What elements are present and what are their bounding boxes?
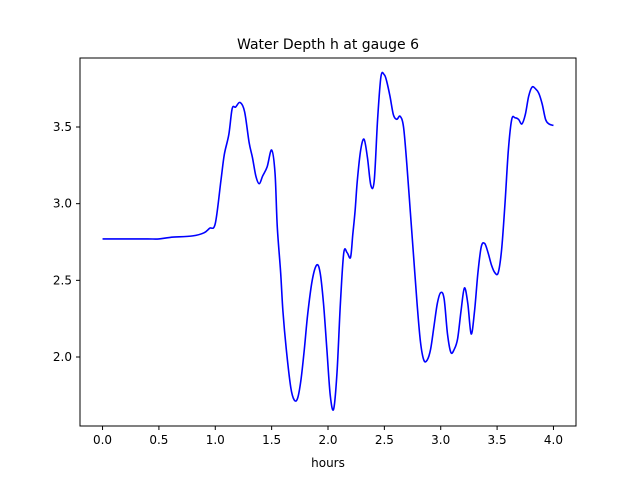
x-tick-label: 0.0 [93, 433, 112, 447]
axis-ticks: 0.0 0.5 1.0 1.5 2.0 2.5 3.0 3.5 4.0 2.0 2.5 3.0 3.5 [53, 120, 563, 447]
x-tick-label: 1.5 [262, 433, 281, 447]
y-tick-label: 2.5 [53, 273, 72, 287]
plot-area [102, 71, 554, 411]
x-axis-label: hours [311, 456, 345, 470]
x-tick-label: 0.5 [149, 433, 168, 447]
chart-title: Water Depth h at gauge 6 [237, 37, 419, 53]
x-tick-label: 4.0 [544, 433, 563, 447]
x-tick-label: 2.5 [375, 433, 394, 447]
y-tick-label: 2.0 [53, 350, 72, 364]
y-tick-label: 3.5 [53, 120, 72, 134]
x-tick-label: 1.0 [206, 433, 225, 447]
x-tick-label: 2.0 [318, 433, 337, 447]
y-tick-label: 3.0 [53, 197, 72, 211]
series-line-1 [102, 71, 554, 411]
x-tick-label: 3.5 [488, 433, 507, 447]
x-tick-label: 3.0 [431, 433, 450, 447]
